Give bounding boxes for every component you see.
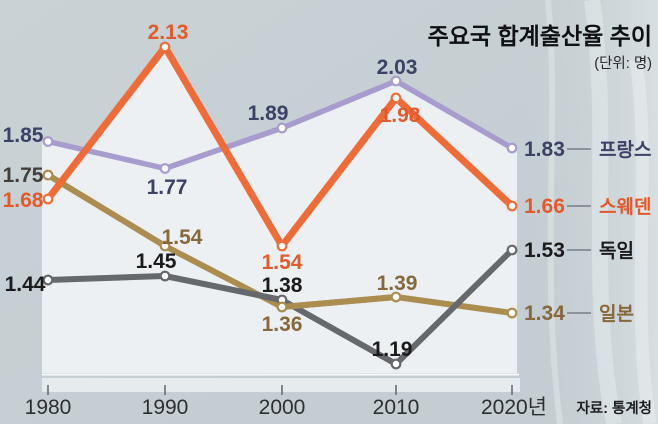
background-streak bbox=[629, 59, 657, 424]
value-label-germany-1990: 1.45 bbox=[136, 250, 177, 273]
value-label-sweden-2010: 1.98 bbox=[380, 104, 421, 127]
value-label-france-2010: 2.03 bbox=[377, 56, 418, 79]
value-label-france-2020: 1.83 bbox=[524, 138, 565, 161]
germany-point-2020 bbox=[506, 244, 518, 256]
value-label-germany-2010: 1.19 bbox=[372, 338, 413, 361]
x-axis-label-1980: 1980 bbox=[25, 396, 72, 419]
sweden-point-1980 bbox=[42, 193, 54, 205]
value-label-germany-2020: 1.53 bbox=[524, 239, 565, 262]
sweden-point-1990 bbox=[159, 41, 171, 53]
legend-label-sweden: 스웨덴 bbox=[599, 196, 651, 218]
france-point-1990 bbox=[159, 163, 171, 174]
background-streak bbox=[584, 0, 622, 424]
source-note: 자료: 통계청 bbox=[576, 400, 652, 417]
germany-point-1980 bbox=[42, 274, 54, 286]
value-label-sweden-1980: 1.68 bbox=[3, 189, 44, 212]
x-axis-label-2010: 2010 bbox=[373, 396, 420, 419]
value-label-germany-2000: 1.38 bbox=[262, 274, 303, 297]
value-label-japan-2000: 1.36 bbox=[262, 313, 303, 336]
value-label-japan-2020: 1.34 bbox=[524, 302, 565, 325]
japan-point-2000 bbox=[276, 301, 288, 313]
value-label-sweden-2020: 1.66 bbox=[524, 195, 565, 218]
japan-point-2020 bbox=[506, 307, 518, 319]
background-streak bbox=[545, 0, 563, 424]
value-label-sweden-1990: 2.13 bbox=[148, 21, 189, 44]
value-label-japan-1990: 1.54 bbox=[162, 226, 203, 249]
legend-label-japan: 일본 bbox=[599, 303, 634, 325]
chart-title: 주요국 합계출산율 추이 bbox=[428, 23, 652, 49]
japan-point-1990 bbox=[159, 240, 171, 252]
france-point-2010 bbox=[390, 75, 402, 87]
legend-label-france: 프랑스 bbox=[599, 139, 651, 161]
sweden-point-2020 bbox=[506, 200, 518, 212]
value-label-france-1980: 1.85 bbox=[3, 124, 44, 147]
x-axis-label-2000: 2000 bbox=[259, 396, 306, 419]
x-axis-band bbox=[42, 378, 520, 392]
france-point-1980 bbox=[42, 136, 54, 147]
france-point-2020 bbox=[506, 142, 518, 154]
value-label-france-1990: 1.77 bbox=[147, 176, 188, 199]
germany-point-2010 bbox=[390, 358, 402, 370]
sweden-point-2000 bbox=[276, 240, 288, 252]
x-axis-label-1990: 1990 bbox=[142, 396, 189, 419]
plot-area-fill bbox=[42, 47, 517, 373]
france-point-2000 bbox=[276, 122, 288, 134]
legend-label-germany: 독일 bbox=[599, 240, 634, 262]
japan-point-2010 bbox=[390, 291, 402, 303]
sweden-point-2010 bbox=[390, 92, 402, 104]
value-label-japan-2010: 1.39 bbox=[377, 272, 418, 295]
value-label-france-2000: 1.89 bbox=[248, 102, 289, 125]
value-label-germany-1980: 1.44 bbox=[5, 273, 46, 296]
germany-point-1990 bbox=[159, 270, 171, 282]
value-label-japan-1980: 1.75 bbox=[3, 164, 44, 187]
japan-point-1980 bbox=[42, 169, 54, 181]
value-label-sweden-2000: 1.54 bbox=[262, 251, 303, 274]
x-axis-label-2020: 2020년 bbox=[481, 396, 547, 419]
japan-line-overlap-segment bbox=[279, 294, 399, 310]
data-points bbox=[42, 41, 518, 370]
unit-note: (단위: 명) bbox=[594, 55, 652, 72]
